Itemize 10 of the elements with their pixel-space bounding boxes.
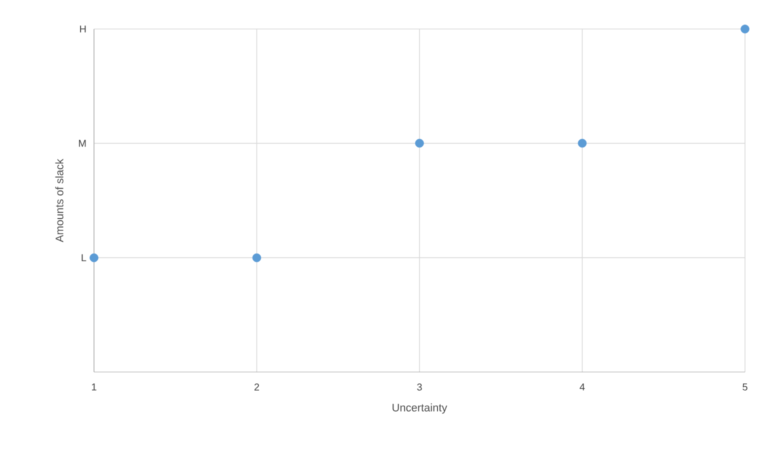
x-tick-label: 3 [417,384,422,391]
x-axis-title: Uncertainty [392,403,448,414]
x-tick-label: 5 [742,384,748,390]
text: L [82,254,86,262]
x-tick-label: 4 [580,384,585,390]
y-axis-title: Amounts of slack [55,158,64,242]
text: M [78,140,86,147]
x-tick-label: 2 [254,384,260,390]
text: H [80,26,86,32]
x-tick-label: 1 [92,384,96,390]
